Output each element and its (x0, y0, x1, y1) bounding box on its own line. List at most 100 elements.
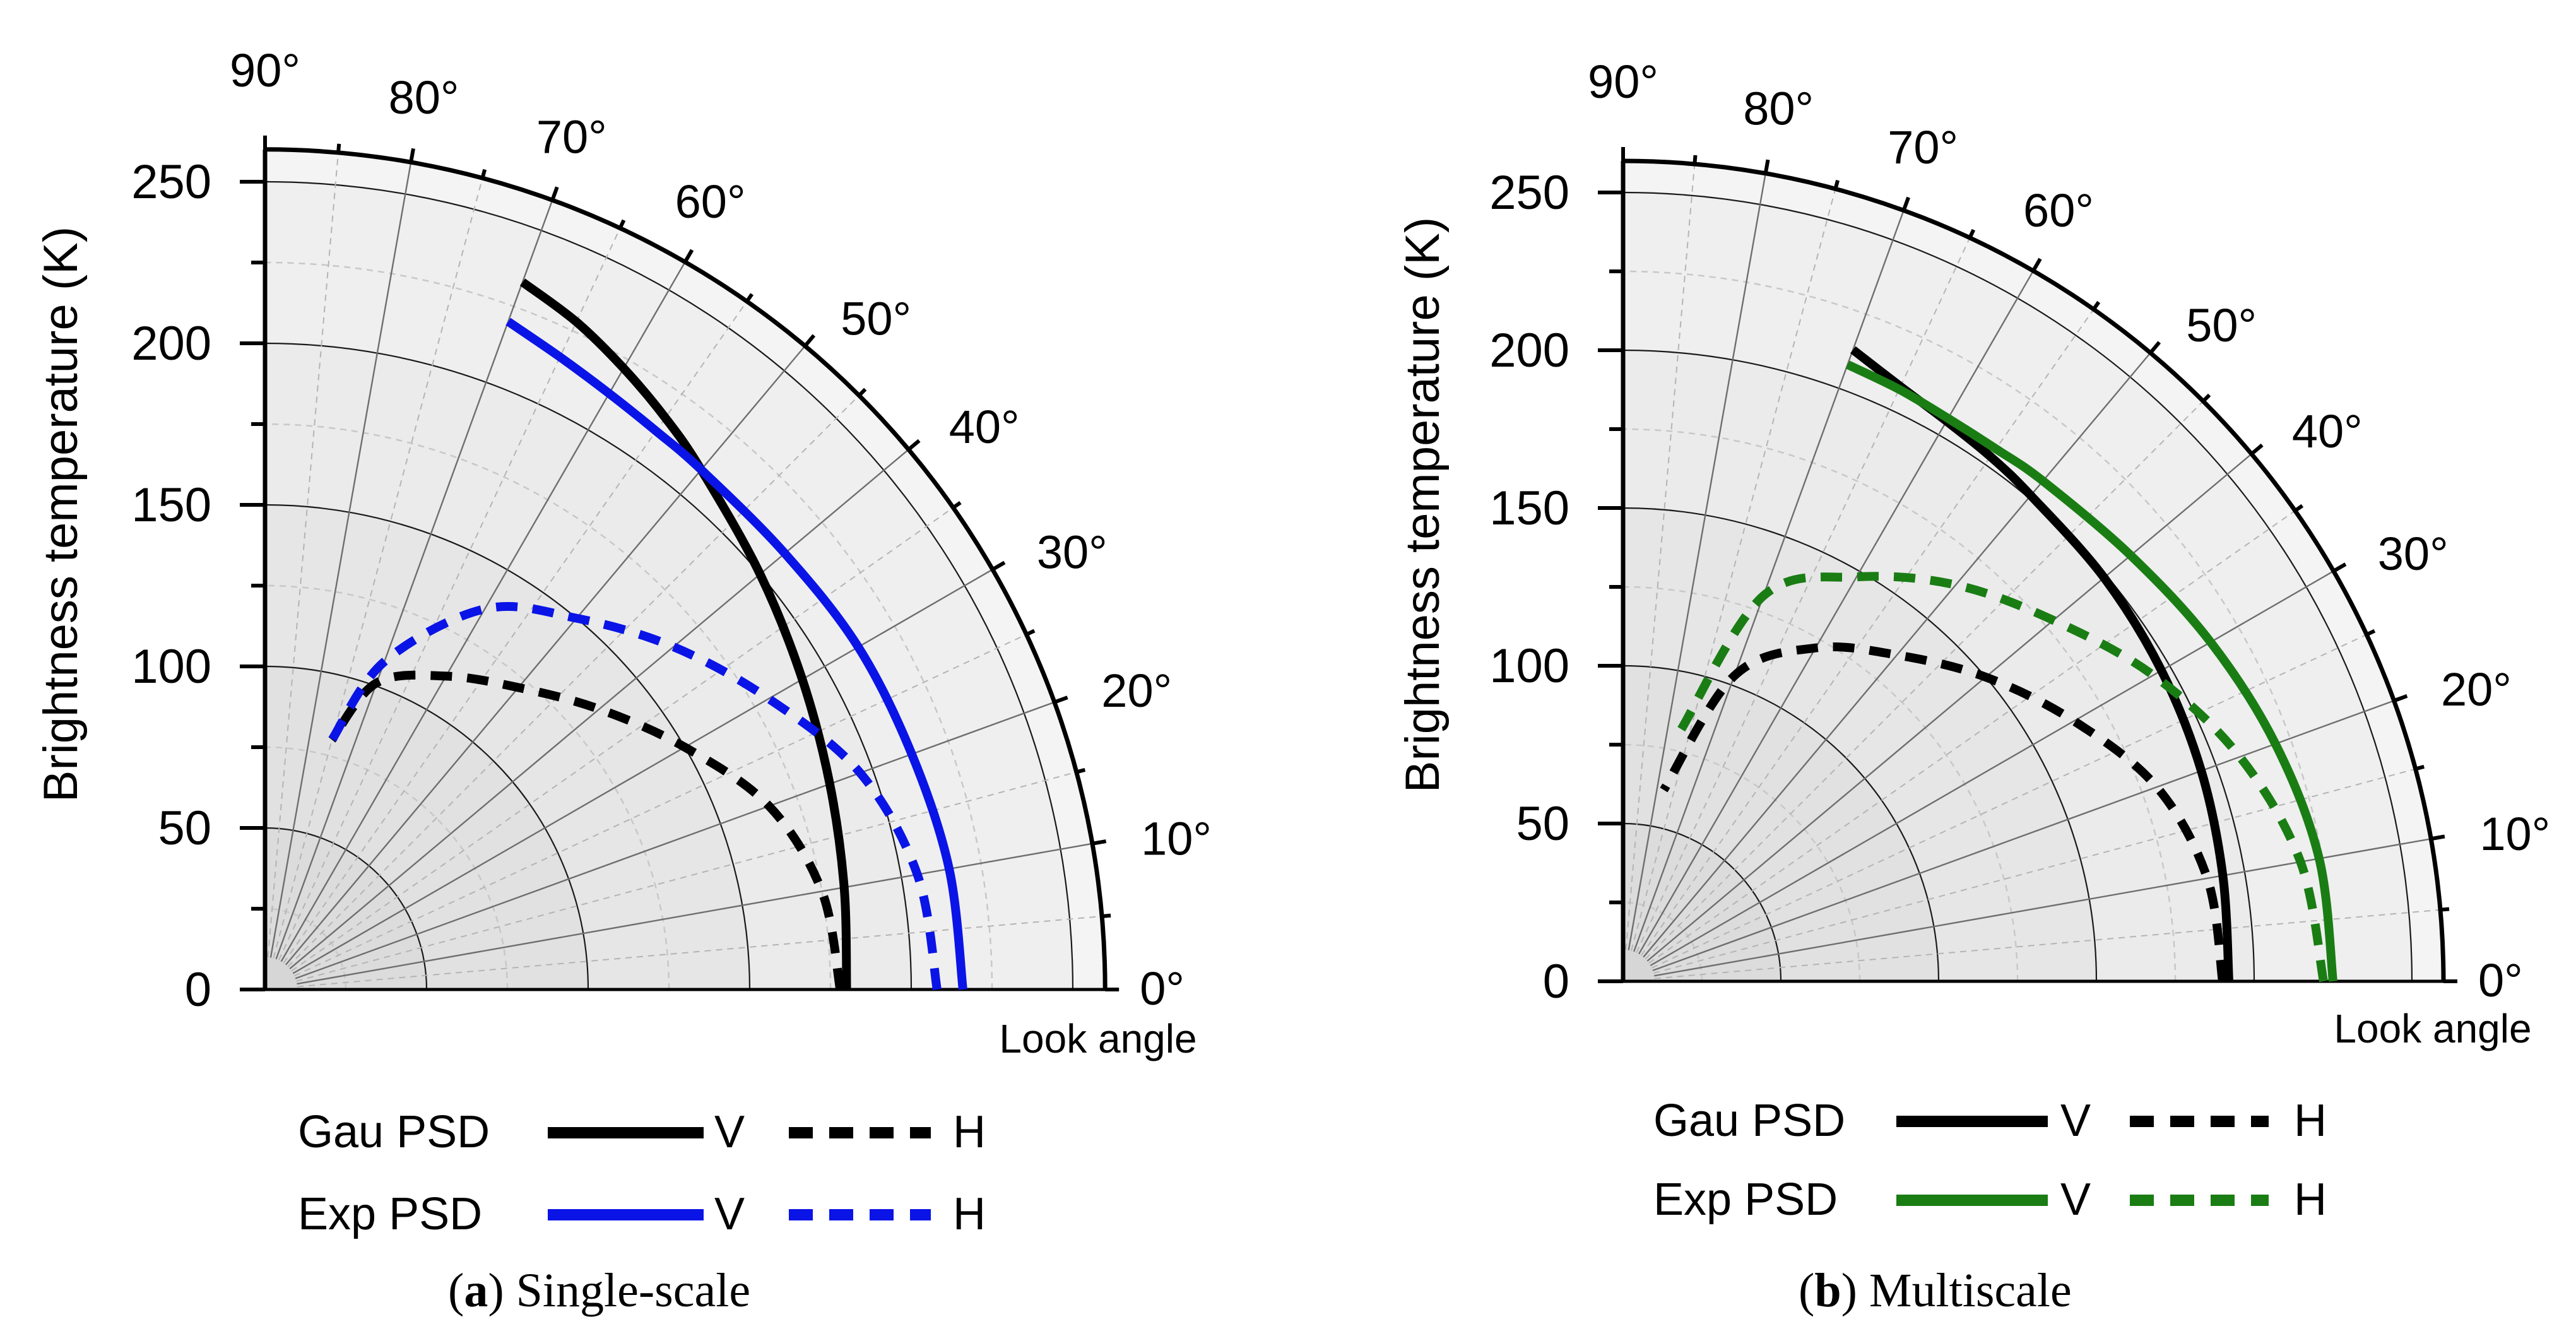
angle-tick (2414, 765, 2425, 771)
angle-tick (1076, 767, 1086, 774)
radial-spoke (291, 507, 954, 972)
legend-a-row2-h: H (953, 1189, 986, 1239)
radial-spoke (275, 199, 553, 960)
angle-tick (2332, 562, 2347, 573)
minor-arc (264, 907, 347, 990)
legend-b-row1-h: H (2294, 1096, 2327, 1146)
outer-arc (264, 147, 1108, 990)
radial-spoke (283, 300, 748, 964)
angle-tick (683, 249, 694, 263)
radial-spoke (297, 842, 1093, 985)
series-exp-psd-v (505, 317, 967, 990)
r-tick-label: 0 (1543, 955, 1569, 1008)
angle-tick-label: 20° (1101, 665, 1172, 717)
angle-tick (2031, 257, 2042, 272)
angle-tick (2430, 834, 2445, 841)
angle-tick (1833, 179, 1840, 190)
radial-spoke (280, 261, 686, 962)
legend-a-row1-label: Gau PSD (298, 1107, 490, 1157)
angle-tick (2092, 300, 2101, 310)
r-tick-label: 100 (1489, 639, 1569, 693)
radial-spoke (1643, 352, 2151, 958)
angle-tick (1025, 629, 1036, 637)
series-gau-psd-h (328, 670, 845, 991)
legend-b-row2-label: Exp PSD (1653, 1174, 1838, 1225)
panel-b-grid (1598, 147, 2457, 983)
bg-band (265, 957, 298, 990)
caption-a-open: ( (448, 1264, 464, 1317)
angle-tick (2202, 393, 2211, 403)
panel-a-legend: Gau PSD V H Exp PSD V H (298, 1107, 986, 1239)
angle-tick-label: 60° (2023, 184, 2094, 237)
angle-tick-label: 90° (1588, 56, 1658, 108)
legend-a-row1-h: H (953, 1107, 986, 1157)
caption-b-letter: b (1814, 1264, 1841, 1317)
panel-b-caption: (b) Multiscale (1799, 1264, 2072, 1317)
angle-tick-label: 80° (389, 71, 459, 124)
r-tick-label: 100 (131, 640, 211, 694)
angle-tick (2294, 504, 2304, 512)
panel-a-xlabel: Look angle (999, 1016, 1196, 1061)
angle-tick-label: 60° (675, 175, 746, 228)
minor-arc (264, 584, 670, 990)
angle-tick (1053, 695, 1068, 704)
series-exp-psd-h (1677, 572, 2328, 983)
angle-tick-label: 40° (2292, 405, 2363, 458)
radial-spoke (269, 162, 412, 958)
legend-a-row2-v: V (714, 1189, 745, 1239)
r-tick-label: 200 (1489, 324, 1569, 377)
angle-tick (550, 186, 559, 201)
series-gau-psd-h (1660, 642, 2227, 983)
radial-spoke (267, 152, 340, 958)
angle-tick (803, 334, 816, 348)
minor-arc (1622, 586, 2019, 982)
series-exp-psd-h (328, 602, 942, 991)
angle-tick-label: 50° (2186, 299, 2257, 351)
angle-tick (907, 439, 921, 451)
angle-tick (2250, 443, 2264, 456)
angle-tick-label: 20° (2441, 663, 2512, 716)
angle-tick (1092, 839, 1107, 846)
radial-spoke (285, 345, 806, 966)
radial-spoke (278, 228, 621, 961)
angle-tick-label: 0° (2478, 954, 2523, 1007)
legend-b-row1-v: V (2060, 1096, 2091, 1146)
angle-tick-label: 80° (1743, 83, 1814, 135)
angle-tick-label: 30° (1037, 526, 1108, 578)
radial-spoke (1638, 270, 2035, 955)
angle-tick (952, 500, 962, 509)
radial-spoke (295, 701, 1055, 979)
r-tick-label: 0 (185, 963, 211, 1017)
panel-a-labels: 0 50 100 150 200 250 0° 10° 20° 30° 40° 50° 60° 70° 80… (131, 44, 1212, 1017)
angle-tick-label: 10° (1141, 812, 1212, 865)
angle-tick (991, 560, 1006, 571)
radial-spoke (1628, 173, 1766, 950)
angle-tick (336, 143, 341, 153)
bg-band (1623, 950, 1655, 981)
major-arc (1622, 191, 2413, 982)
radial-spoke (297, 915, 1102, 988)
angle-tick-label: 10° (2479, 808, 2550, 860)
minor-arc (264, 746, 509, 990)
series-gau-psd-v (519, 278, 851, 990)
panel-a-caption: (a) Single-scale (448, 1264, 750, 1317)
caption-a-title: Single-scale (516, 1264, 750, 1317)
angle-tick (858, 387, 867, 397)
angle-tick (2393, 694, 2408, 703)
panel-b-legend: Gau PSD V H Exp PSD V H (1653, 1096, 2327, 1225)
angle-tick-label: 90° (230, 44, 300, 97)
radial-spoke (292, 569, 993, 974)
radial-spoke (293, 634, 1027, 977)
radial-spoke (287, 394, 860, 967)
panel-b-series (1660, 346, 2337, 983)
panel-a-ylabel: Brightness temperature (K) (34, 227, 88, 802)
angle-tick (1901, 196, 1910, 211)
major-arc (264, 665, 589, 990)
angle-tick-label: 0° (1140, 962, 1185, 1015)
caption-a-letter: a (464, 1264, 488, 1317)
minor-arc (1622, 270, 2334, 982)
radial-spoke (273, 177, 483, 959)
minor-arc (1622, 428, 2177, 982)
angle-tick (480, 168, 487, 179)
